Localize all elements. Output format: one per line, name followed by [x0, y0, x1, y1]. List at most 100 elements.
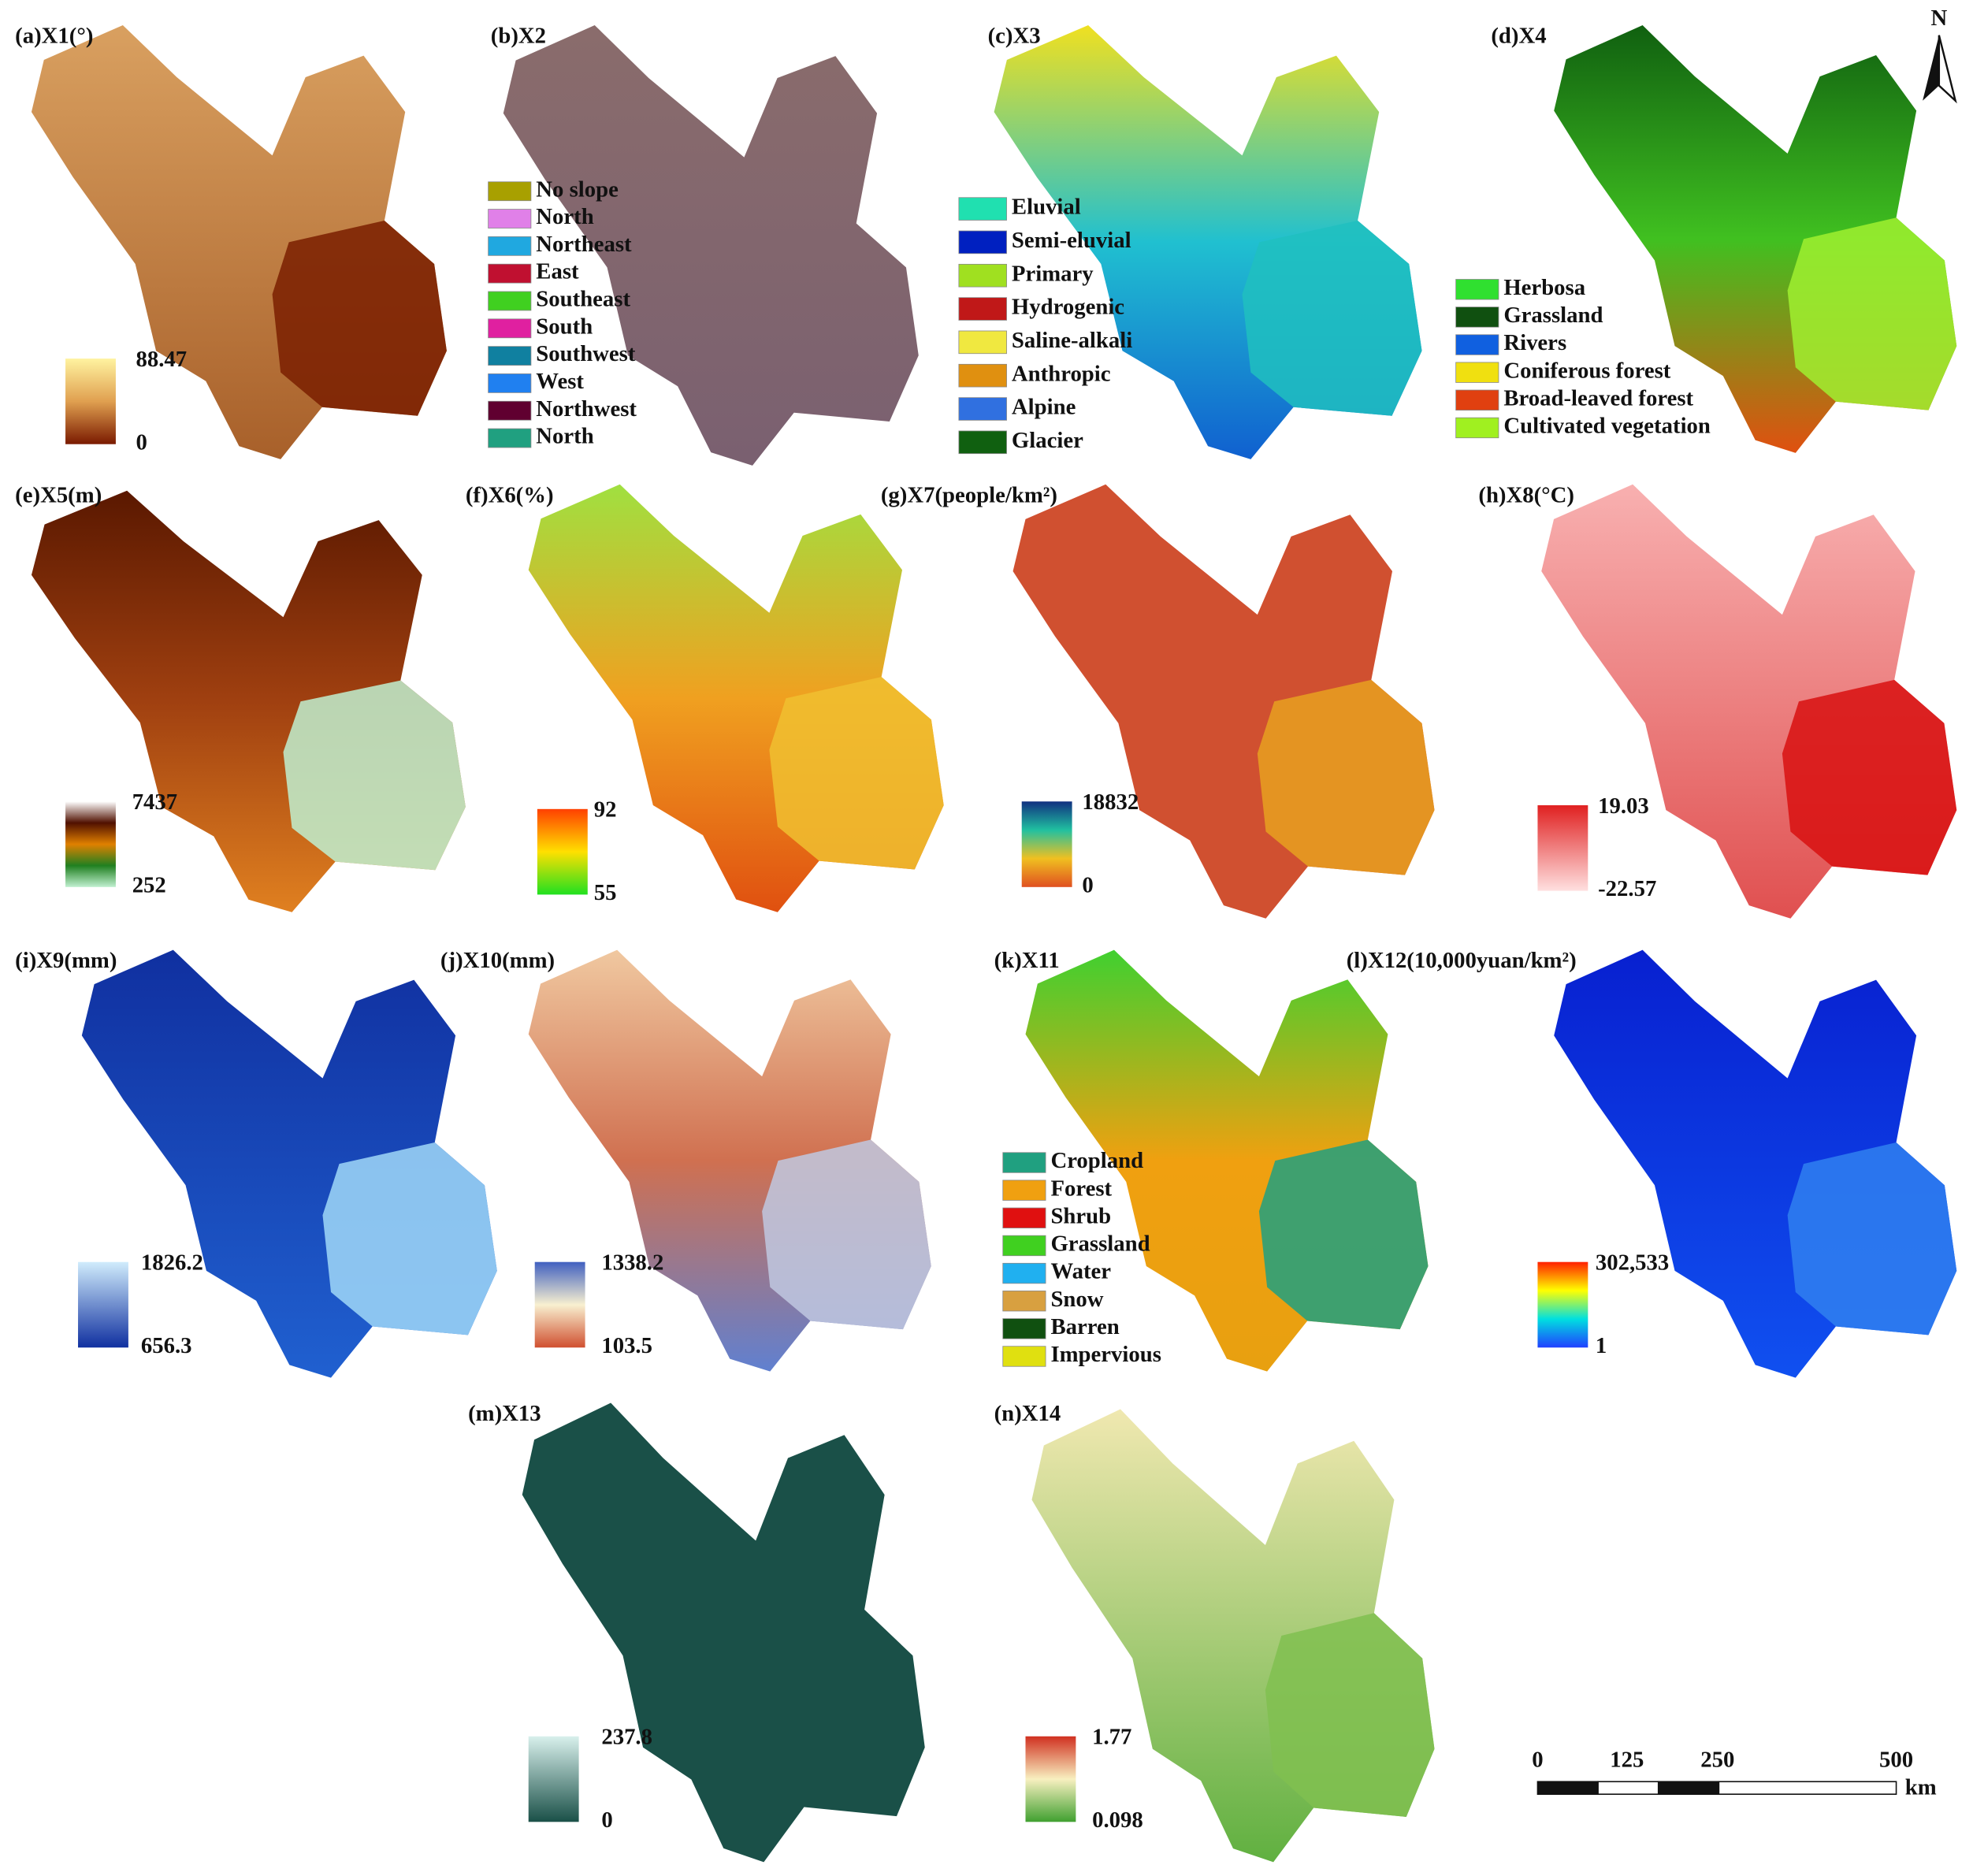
legend-min: 0 [601, 1807, 612, 1833]
legend-swatch [488, 209, 532, 228]
legend-swatch [1002, 1262, 1046, 1284]
north-arrow [1923, 35, 1939, 101]
legend-max: 88.47 [136, 347, 187, 372]
map-subregion [762, 1139, 931, 1330]
colorbar [65, 358, 116, 444]
colorbar [1021, 801, 1072, 887]
legend-label: Eluvial [1012, 195, 1081, 220]
legend-label: Grassland [1050, 1231, 1150, 1257]
legend-swatch [958, 363, 1007, 388]
legend-max: 7437 [132, 789, 177, 815]
legend-min: 1 [1596, 1333, 1607, 1358]
legend-label: Water [1050, 1259, 1111, 1284]
legend-max: 18832 [1082, 789, 1139, 815]
map-subregion [272, 220, 447, 416]
panel-title: (m)X13 [468, 1401, 541, 1426]
legend-label: Cultivated vegetation [1503, 414, 1711, 439]
panel-title: (f)X6(%) [466, 482, 554, 507]
legend-swatch [958, 297, 1007, 321]
legend-label: Glacier [1012, 428, 1083, 453]
colorbar [78, 1261, 128, 1348]
legend-label: Coniferous forest [1503, 358, 1670, 383]
legend-swatch [958, 397, 1007, 421]
legend-label: Semi-eluvial [1012, 228, 1131, 253]
colorbar [65, 801, 116, 887]
legend-label: Grassland [1503, 303, 1603, 328]
legend-swatch [958, 197, 1007, 221]
legend-min: 0.098 [1092, 1807, 1143, 1833]
legend-label: Saline-alkali [1012, 328, 1132, 353]
map-subregion [1242, 220, 1422, 416]
legend-label: Herbosa [1503, 275, 1585, 300]
map-subregion [1787, 217, 1957, 410]
legend-min: 0 [1082, 872, 1093, 897]
map-subregion [769, 677, 944, 870]
map-region [503, 24, 919, 466]
legend-min: -22.57 [1598, 876, 1656, 901]
panel-title: (j)X10(mm) [440, 948, 555, 973]
legend-swatch [1455, 334, 1499, 355]
legend-swatch [488, 346, 532, 366]
legend-label: Rivers [1503, 330, 1566, 355]
colorbar [1537, 1261, 1588, 1348]
legend-label: Snow [1050, 1287, 1103, 1312]
legend-label: Northeast [536, 232, 632, 257]
legend-swatch [1455, 417, 1499, 439]
scale-segment [1657, 1781, 1720, 1795]
scale-label: 125 [1610, 1747, 1644, 1772]
legend-label: Broad-leaved forest [1503, 385, 1693, 410]
scale-segment [1597, 1781, 1659, 1795]
legend-swatch [488, 400, 532, 421]
scale-segment [1536, 1781, 1599, 1795]
legend-label: South [536, 314, 593, 339]
legend-swatch [1002, 1152, 1046, 1173]
map-subregion [1257, 679, 1435, 875]
legend-swatch [1002, 1179, 1046, 1201]
legend-label: Hydrogenic [1012, 295, 1124, 320]
legend-swatch [488, 291, 532, 311]
panel-title: (a)X1(°) [15, 24, 93, 49]
legend-swatch [488, 428, 532, 448]
legend-label: Cropland [1050, 1148, 1143, 1173]
legend-swatch [1002, 1318, 1046, 1339]
legend-label: Primary [1012, 261, 1094, 286]
legend-label: Forest [1050, 1176, 1112, 1201]
colorbar [1537, 805, 1588, 891]
panel-title: (k)X11 [994, 948, 1060, 973]
legend-max: 92 [594, 797, 617, 823]
legend-label: Alpine [1012, 395, 1076, 420]
map-subregion [1265, 1613, 1435, 1817]
legend-swatch [1455, 389, 1499, 410]
scale-unit: km [1905, 1774, 1937, 1800]
scale-segment [1718, 1781, 1897, 1795]
legend-max: 1338.2 [601, 1250, 663, 1275]
legend-swatch [1002, 1346, 1046, 1367]
legend-swatch [958, 330, 1007, 355]
map-subregion [1258, 1139, 1429, 1330]
panel-title: (l)X12(10,000yuan/km²) [1347, 948, 1577, 973]
legend-swatch [488, 263, 532, 284]
colorbar [537, 808, 588, 895]
north-label: N [1930, 6, 1947, 31]
map-subregion [322, 1142, 497, 1335]
legend-swatch [488, 373, 532, 393]
legend-min: 0 [136, 429, 147, 455]
legend-max: 1.77 [1092, 1725, 1131, 1750]
legend-swatch [958, 430, 1007, 455]
map-region [522, 1402, 925, 1863]
legend-swatch [1455, 279, 1499, 300]
scale-label: 500 [1879, 1747, 1913, 1772]
legend-label: Shrub [1050, 1203, 1111, 1228]
legend-swatch [1002, 1207, 1046, 1228]
legend-max: 1826.2 [141, 1250, 203, 1275]
legend-swatch [958, 263, 1007, 288]
panel-title: (n)X14 [994, 1401, 1061, 1426]
map-subregion [1787, 1142, 1957, 1335]
legend-min: 103.5 [601, 1333, 652, 1358]
scale-label: 0 [1532, 1747, 1543, 1772]
legend-swatch [1002, 1235, 1046, 1257]
colorbar [534, 1261, 585, 1348]
legend-swatch [488, 181, 532, 202]
panel-title: (h)X8(°C) [1478, 482, 1574, 507]
